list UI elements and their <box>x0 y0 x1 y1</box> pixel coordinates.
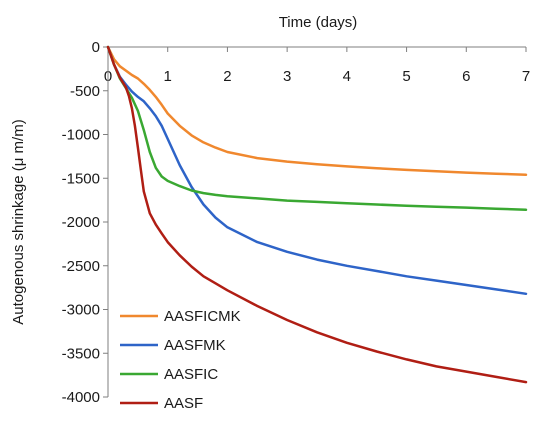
legend-label-aasf: AASF <box>164 395 203 412</box>
legend-label-aasficmk: AASFICMK <box>164 308 241 325</box>
series-line-aasfic <box>106 45 528 212</box>
series-lines <box>106 45 528 384</box>
x-tick-label: 1 <box>164 68 172 85</box>
y-tick-label: -2000 <box>62 214 100 231</box>
x-tick-label: 4 <box>343 68 351 85</box>
series-line-aasficmk <box>106 45 528 177</box>
x-axis-title: Time (days) <box>279 14 358 31</box>
series-line-aasfmk <box>106 45 528 296</box>
y-tick-label: -1000 <box>62 127 100 144</box>
y-tick-label: -1500 <box>62 170 100 187</box>
y-tick-label: -4000 <box>62 389 100 406</box>
legend: AASFICMK AASFMK AASFIC AASF <box>120 308 241 412</box>
x-tick-label: 6 <box>462 68 470 85</box>
x-tick-label: 2 <box>223 68 231 85</box>
axes <box>107 46 526 397</box>
legend-label-aasfic: AASFIC <box>164 366 218 383</box>
x-tick-label: 3 <box>283 68 291 85</box>
y-axis-title: Autogenous shrinkage (μ m/m) <box>10 119 27 324</box>
y-tick-label: -3000 <box>62 302 100 319</box>
x-tick-label: 5 <box>402 68 410 85</box>
x-tick-label: 7 <box>522 68 530 85</box>
y-tick-label: -500 <box>70 83 100 100</box>
legend-label-aasfmk: AASFMK <box>164 337 226 354</box>
series-line-aasf <box>106 45 528 384</box>
y-tick-label: -3500 <box>62 345 100 362</box>
y-tick-label: 0 <box>92 39 100 56</box>
y-axis-ticks: 0 -500 -1000 -1500 -2000 -2500 -3000 -3500 -4000 <box>62 39 108 406</box>
y-tick-label: -2500 <box>62 258 100 275</box>
